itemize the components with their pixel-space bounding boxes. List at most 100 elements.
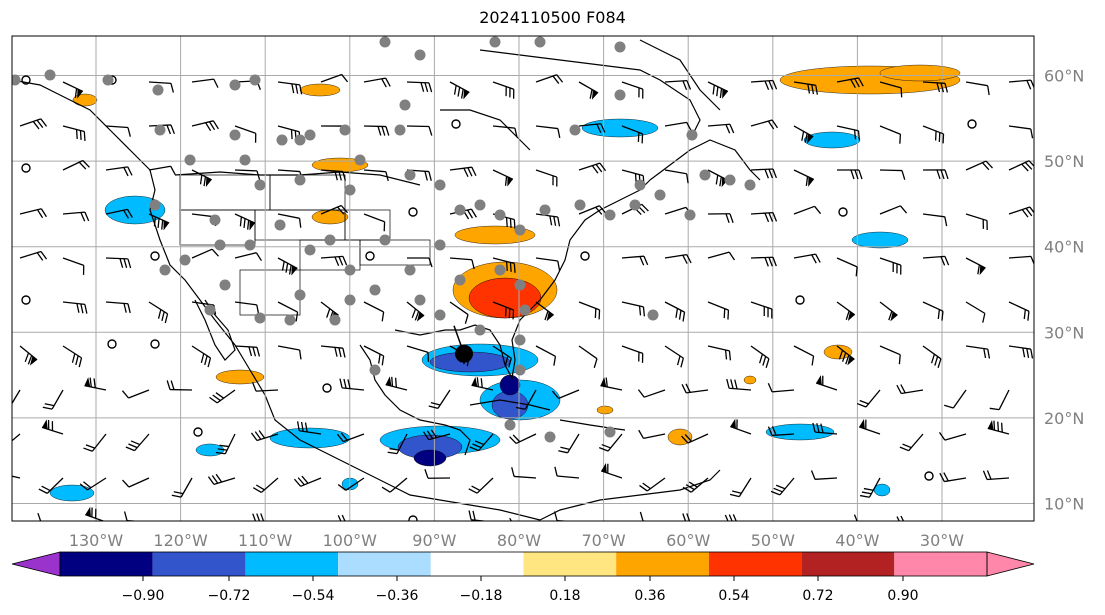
wind-barb [707, 345, 732, 361]
station-dot [229, 79, 241, 91]
wind-barb [879, 301, 898, 322]
anomaly-contour-region [299, 83, 341, 97]
longitude-label: 120°W [153, 531, 208, 550]
wind-barb [492, 301, 515, 320]
wind-barb [363, 213, 386, 232]
wind-barb [598, 433, 623, 452]
station-dot [654, 189, 666, 201]
wind-barb [509, 517, 516, 521]
station-dot [399, 99, 411, 111]
station-dot [494, 209, 506, 221]
wind-barb [337, 477, 365, 491]
station-dot [379, 234, 391, 246]
station-dot [614, 89, 626, 101]
wind-barb [965, 81, 990, 96]
wind-barb [707, 81, 729, 99]
station-dot [519, 304, 531, 316]
anomaly-contour-region [803, 131, 861, 149]
wind-barb [84, 377, 107, 391]
wind-barb [148, 165, 176, 175]
colorbar-low-extension [11, 551, 61, 577]
station-dot [219, 279, 231, 291]
wind-barb [681, 433, 709, 444]
wind-barb [406, 257, 433, 268]
station-dot [214, 239, 226, 251]
wind-barb [793, 169, 815, 187]
wind-barb [922, 301, 944, 321]
calm-wind-circle [408, 515, 418, 521]
station-dot [294, 134, 306, 146]
anomaly-contour-region [413, 449, 447, 467]
station-dot [254, 312, 266, 324]
wind-barb [707, 169, 728, 188]
wind-barb [296, 421, 322, 435]
wind-barb [879, 125, 902, 144]
colorbar-cell [708, 552, 802, 576]
colorbar-tick-label: 0.90 [887, 588, 918, 604]
wind-barb [337, 514, 347, 521]
station-dot [434, 309, 446, 321]
wind-barb [793, 253, 821, 264]
colorbar-cell [245, 552, 339, 576]
map-frame [11, 35, 1035, 522]
wind-barb [707, 213, 734, 223]
wind-barb [277, 345, 302, 360]
wind-barb [1008, 125, 1034, 139]
wind-barb [492, 345, 512, 368]
station-dot [354, 154, 366, 166]
wind-barb [406, 345, 430, 362]
wind-barb [19, 208, 47, 219]
wind-barb [965, 345, 991, 359]
wind-barb [989, 389, 1010, 411]
station-dot [329, 314, 341, 326]
wind-barb [767, 426, 795, 437]
wind-barb [1008, 301, 1030, 321]
longitude-label: 60°W [666, 531, 710, 550]
wind-barb [856, 389, 881, 408]
wind-barb [277, 257, 298, 276]
wind-barb [62, 301, 88, 314]
station-dot [744, 179, 756, 191]
wind-barb [836, 345, 855, 366]
wind-barb [509, 433, 537, 445]
colorbar-tick-label: 0.72 [802, 588, 833, 604]
calm-wind-circle [107, 339, 117, 349]
wind-barb [879, 81, 903, 98]
wind-barb [252, 477, 279, 494]
wind-barb [19, 345, 38, 366]
station-dot [514, 279, 526, 291]
station-dot [344, 184, 356, 196]
calm-wind-circle [193, 427, 203, 437]
wind-barb [859, 477, 881, 498]
station-dots-layer [12, 36, 756, 443]
wind-barb [750, 79, 778, 91]
wind-barb [858, 419, 881, 435]
station-dot [276, 134, 288, 146]
wind-barb [234, 345, 261, 357]
wind-barb [836, 169, 863, 180]
wind-barb [939, 472, 967, 483]
station-dot [12, 74, 21, 86]
wind-barb [535, 74, 564, 84]
wind-barb [535, 257, 561, 271]
wind-barb [664, 253, 692, 264]
station-dot [647, 309, 659, 321]
wind-barb [492, 125, 518, 138]
wind-barb [750, 256, 777, 267]
wind-barb [558, 433, 580, 454]
station-dot [284, 314, 296, 326]
station-dot [369, 364, 381, 376]
wind-barb [363, 125, 390, 136]
wind-barb [148, 213, 170, 231]
wind-barb [535, 301, 554, 322]
latitude-labels: 60°N 50°N 40°N 30°N 20°N 10°N [1044, 67, 1084, 514]
wind-barb [19, 250, 48, 261]
wind-barb [879, 345, 901, 365]
wind-barb [812, 422, 838, 435]
longitude-label: 90°W [412, 531, 456, 550]
wind-barb [879, 169, 906, 180]
calm-wind-circle [924, 471, 934, 481]
wind-barb [815, 375, 838, 391]
wind-barb [471, 376, 494, 391]
